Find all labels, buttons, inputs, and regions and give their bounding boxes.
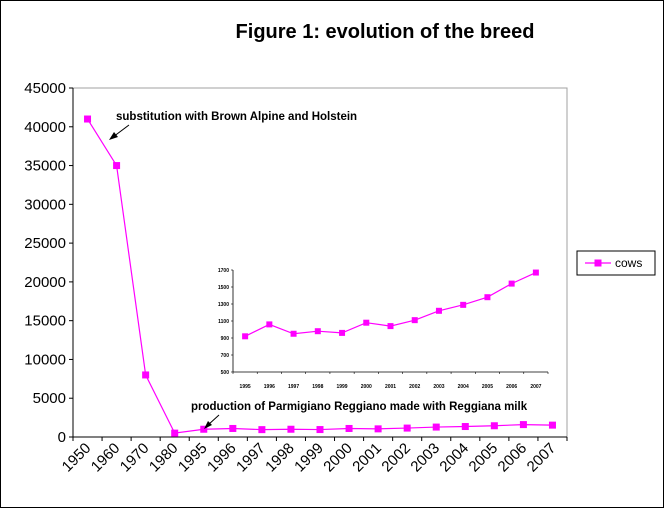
legend-label-cows: cows bbox=[615, 256, 642, 270]
x-tick-label: 2007 bbox=[524, 440, 560, 476]
inset-x-tick-label: 2004 bbox=[458, 384, 469, 390]
data-point-cows bbox=[548, 421, 556, 429]
data-point-cows bbox=[374, 425, 382, 433]
x-tick-label: 1999 bbox=[291, 440, 327, 476]
data-point-cows bbox=[490, 422, 498, 430]
inset-plot-area bbox=[233, 270, 548, 372]
x-tick-label: 2001 bbox=[349, 440, 385, 476]
y-tick-label: 30000 bbox=[24, 196, 66, 213]
inset-data-point-cows bbox=[242, 333, 249, 340]
inset-y-tick-label: 1300 bbox=[218, 302, 229, 308]
legend-box bbox=[576, 250, 656, 276]
x-tick-label: 2002 bbox=[378, 440, 414, 476]
data-point-cows bbox=[519, 421, 527, 429]
inset-x-tick-label: 2002 bbox=[409, 384, 420, 390]
data-point-cows bbox=[432, 423, 440, 431]
x-tick-label: 2003 bbox=[407, 440, 443, 476]
inset-data-point-cows bbox=[290, 330, 297, 337]
data-point-cows bbox=[403, 424, 411, 432]
inset-data-point-cows bbox=[411, 317, 418, 324]
data-point-cows bbox=[461, 423, 469, 431]
x-tick-label: 1970 bbox=[117, 440, 153, 476]
y-tick-label: 15000 bbox=[24, 313, 66, 330]
legend-marker-cows bbox=[594, 259, 602, 267]
inset-x-tick-label: 2001 bbox=[385, 384, 396, 390]
data-point-cows bbox=[229, 424, 237, 432]
x-tick-label: 2006 bbox=[495, 440, 531, 476]
inset-data-point-cows bbox=[484, 294, 491, 301]
chart-title: Figure 1: evolution of the breed bbox=[236, 21, 535, 43]
inset-data-point-cows bbox=[339, 329, 346, 336]
inset-data-point-cows bbox=[532, 269, 539, 276]
inset-plot: 500 700 900 1100 1300 1500 1700 1995 1996 1997 199… bbox=[218, 268, 549, 390]
inset-x-tick-label: 2007 bbox=[530, 384, 541, 390]
inset-data-point-cows bbox=[314, 328, 321, 335]
annotation-production: production of Parmigiano Reggiano made w… bbox=[191, 401, 528, 413]
inset-y-tick-label: 700 bbox=[221, 353, 230, 359]
y-tick-label: 40000 bbox=[24, 119, 66, 136]
inset-data-point-cows bbox=[363, 319, 370, 326]
data-point-cows bbox=[200, 425, 208, 433]
inset-x-tick-label: 1999 bbox=[336, 384, 347, 390]
y-tick-label: 25000 bbox=[24, 235, 66, 252]
y-tick-label: 45000 bbox=[24, 80, 66, 97]
main-plot: 0 5000 10000 15000 20000 25000 30000 35000 40000… bbox=[24, 80, 568, 476]
data-point-cows bbox=[287, 425, 295, 433]
annotation-substitution: substitution with Brown Alpine and Holst… bbox=[116, 111, 357, 123]
inset-x-tick-label: 2006 bbox=[506, 384, 517, 390]
annotation-arrow-head bbox=[204, 421, 212, 429]
y-tick-label: 10000 bbox=[24, 351, 66, 368]
data-point-cows bbox=[316, 426, 324, 434]
data-point-cows bbox=[84, 115, 92, 123]
inset-data-point-cows bbox=[387, 323, 394, 330]
legend: cows bbox=[576, 250, 656, 276]
inset-data-point-cows bbox=[460, 301, 467, 308]
inset-y-tick-label: 1700 bbox=[218, 268, 229, 274]
x-tick-label: 1980 bbox=[146, 440, 182, 476]
inset-data-point-cows bbox=[508, 280, 515, 287]
x-tick-label: 1996 bbox=[204, 440, 240, 476]
inset-x-tick-label: 1996 bbox=[264, 384, 275, 390]
data-point-cows bbox=[113, 162, 121, 170]
x-tick-label: 2004 bbox=[437, 440, 473, 476]
inset-x-tick-label: 1997 bbox=[288, 384, 299, 390]
inset-y-tick-label: 1100 bbox=[218, 319, 229, 325]
inset-x-tick-label: 2003 bbox=[433, 384, 444, 390]
plot-area bbox=[72, 87, 568, 438]
x-tick-label: 2005 bbox=[466, 440, 502, 476]
inset-y-tick-label: 1500 bbox=[218, 285, 229, 291]
data-point-cows bbox=[345, 424, 353, 432]
inset-x-tick-label: 2000 bbox=[361, 384, 372, 390]
inset-x-tick-label: 1995 bbox=[240, 384, 251, 390]
inset-data-point-cows bbox=[266, 321, 273, 328]
x-tick-label: 1997 bbox=[233, 440, 269, 476]
data-point-cows bbox=[258, 426, 266, 434]
y-tick-label: 0 bbox=[58, 429, 66, 446]
y-tick-label: 35000 bbox=[24, 158, 66, 175]
inset-data-point-cows bbox=[435, 307, 442, 314]
data-point-cows bbox=[171, 429, 179, 437]
x-tick-label: 2000 bbox=[320, 440, 356, 476]
inset-x-tick-label: 1998 bbox=[312, 384, 323, 390]
x-tick-label: 1960 bbox=[88, 440, 124, 476]
inset-y-tick-label: 500 bbox=[221, 370, 230, 376]
inset-y-tick-label: 900 bbox=[221, 336, 230, 342]
x-tick-label: 1998 bbox=[262, 440, 298, 476]
data-point-cows bbox=[142, 371, 150, 379]
y-tick-label: 20000 bbox=[24, 274, 66, 291]
x-tick-label: 1995 bbox=[175, 440, 211, 476]
inset-x-tick-label: 2005 bbox=[482, 384, 493, 390]
y-tick-label: 5000 bbox=[33, 390, 66, 407]
annotation-arrow-head bbox=[109, 132, 118, 140]
